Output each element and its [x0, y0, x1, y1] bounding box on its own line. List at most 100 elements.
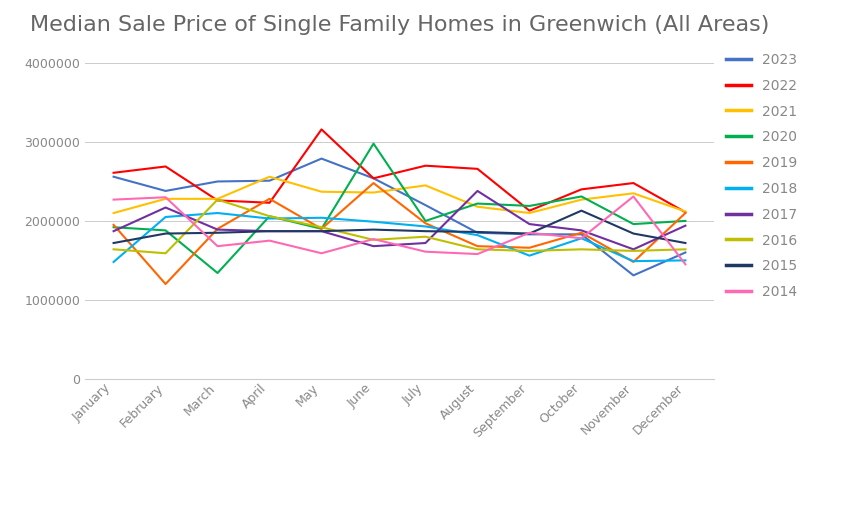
- 2019: [524, 245, 535, 251]
- 2021: [421, 183, 431, 189]
- 2021: [264, 174, 275, 180]
- Line: 2018: 2018: [114, 213, 685, 262]
- 2014: [524, 229, 535, 236]
- 2023: [368, 175, 378, 181]
- 2016: [524, 248, 535, 254]
- 2020: [368, 140, 378, 147]
- 2022: [212, 197, 223, 204]
- 2016: [212, 197, 223, 203]
- 2021: [368, 189, 378, 196]
- 2023: [109, 174, 119, 180]
- 2014: [680, 261, 690, 267]
- Line: 2021: 2021: [114, 177, 685, 213]
- Line: 2016: 2016: [114, 200, 685, 254]
- Line: 2019: 2019: [114, 183, 685, 284]
- 2020: [109, 224, 119, 230]
- 2017: [109, 228, 119, 235]
- 2017: [264, 228, 275, 235]
- 2022: [628, 180, 638, 186]
- 2015: [161, 230, 171, 237]
- 2021: [576, 197, 586, 203]
- 2019: [680, 210, 690, 216]
- 2018: [473, 232, 483, 238]
- 2016: [316, 224, 326, 230]
- 2019: [316, 226, 326, 232]
- 2018: [368, 219, 378, 225]
- 2018: [576, 235, 586, 241]
- 2020: [212, 270, 223, 276]
- 2023: [212, 178, 223, 185]
- 2021: [680, 208, 690, 215]
- Line: 2023: 2023: [114, 159, 685, 276]
- 2014: [316, 250, 326, 257]
- 2022: [576, 186, 586, 193]
- 2014: [576, 235, 586, 241]
- 2015: [368, 227, 378, 233]
- 2018: [212, 210, 223, 216]
- 2021: [473, 204, 483, 210]
- 2023: [161, 188, 171, 194]
- 2021: [316, 188, 326, 195]
- 2016: [628, 248, 638, 254]
- 2017: [680, 222, 690, 229]
- 2020: [161, 227, 171, 234]
- 2023: [264, 178, 275, 184]
- 2018: [421, 223, 431, 229]
- 2016: [473, 246, 483, 252]
- 2022: [316, 126, 326, 133]
- 2016: [576, 246, 586, 252]
- 2017: [576, 227, 586, 234]
- 2020: [264, 213, 275, 219]
- 2021: [628, 190, 638, 197]
- 2023: [524, 231, 535, 237]
- 2019: [473, 243, 483, 249]
- 2021: [161, 196, 171, 202]
- 2022: [264, 200, 275, 206]
- 2019: [576, 229, 586, 236]
- 2021: [524, 210, 535, 216]
- 2014: [628, 194, 638, 200]
- 2019: [161, 281, 171, 287]
- Line: 2020: 2020: [114, 144, 685, 273]
- 2014: [109, 197, 119, 203]
- 2014: [161, 194, 171, 200]
- 2014: [368, 236, 378, 242]
- 2018: [628, 258, 638, 264]
- 2017: [421, 240, 431, 246]
- 2018: [161, 214, 171, 220]
- 2019: [109, 222, 119, 228]
- Line: 2017: 2017: [114, 191, 685, 249]
- 2020: [473, 200, 483, 207]
- 2021: [212, 196, 223, 202]
- 2020: [628, 221, 638, 227]
- 2014: [421, 249, 431, 255]
- 2022: [524, 208, 535, 214]
- 2015: [264, 228, 275, 235]
- 2019: [212, 226, 223, 232]
- 2022: [368, 175, 378, 181]
- 2015: [680, 240, 690, 246]
- 2018: [264, 216, 275, 222]
- 2017: [368, 243, 378, 249]
- 2019: [421, 220, 431, 227]
- 2017: [524, 221, 535, 227]
- Line: 2014: 2014: [114, 197, 685, 264]
- 2016: [368, 237, 378, 243]
- 2021: [109, 210, 119, 216]
- 2017: [316, 228, 326, 235]
- 2022: [473, 166, 483, 172]
- 2016: [680, 246, 690, 252]
- 2023: [421, 202, 431, 208]
- 2016: [109, 246, 119, 252]
- 2020: [524, 203, 535, 209]
- 2023: [628, 272, 638, 279]
- 2023: [680, 249, 690, 256]
- 2015: [421, 228, 431, 235]
- 2020: [576, 194, 586, 200]
- 2016: [421, 234, 431, 240]
- 2015: [212, 229, 223, 236]
- 2022: [109, 170, 119, 176]
- 2020: [680, 218, 690, 224]
- 2018: [316, 215, 326, 221]
- 2017: [628, 246, 638, 252]
